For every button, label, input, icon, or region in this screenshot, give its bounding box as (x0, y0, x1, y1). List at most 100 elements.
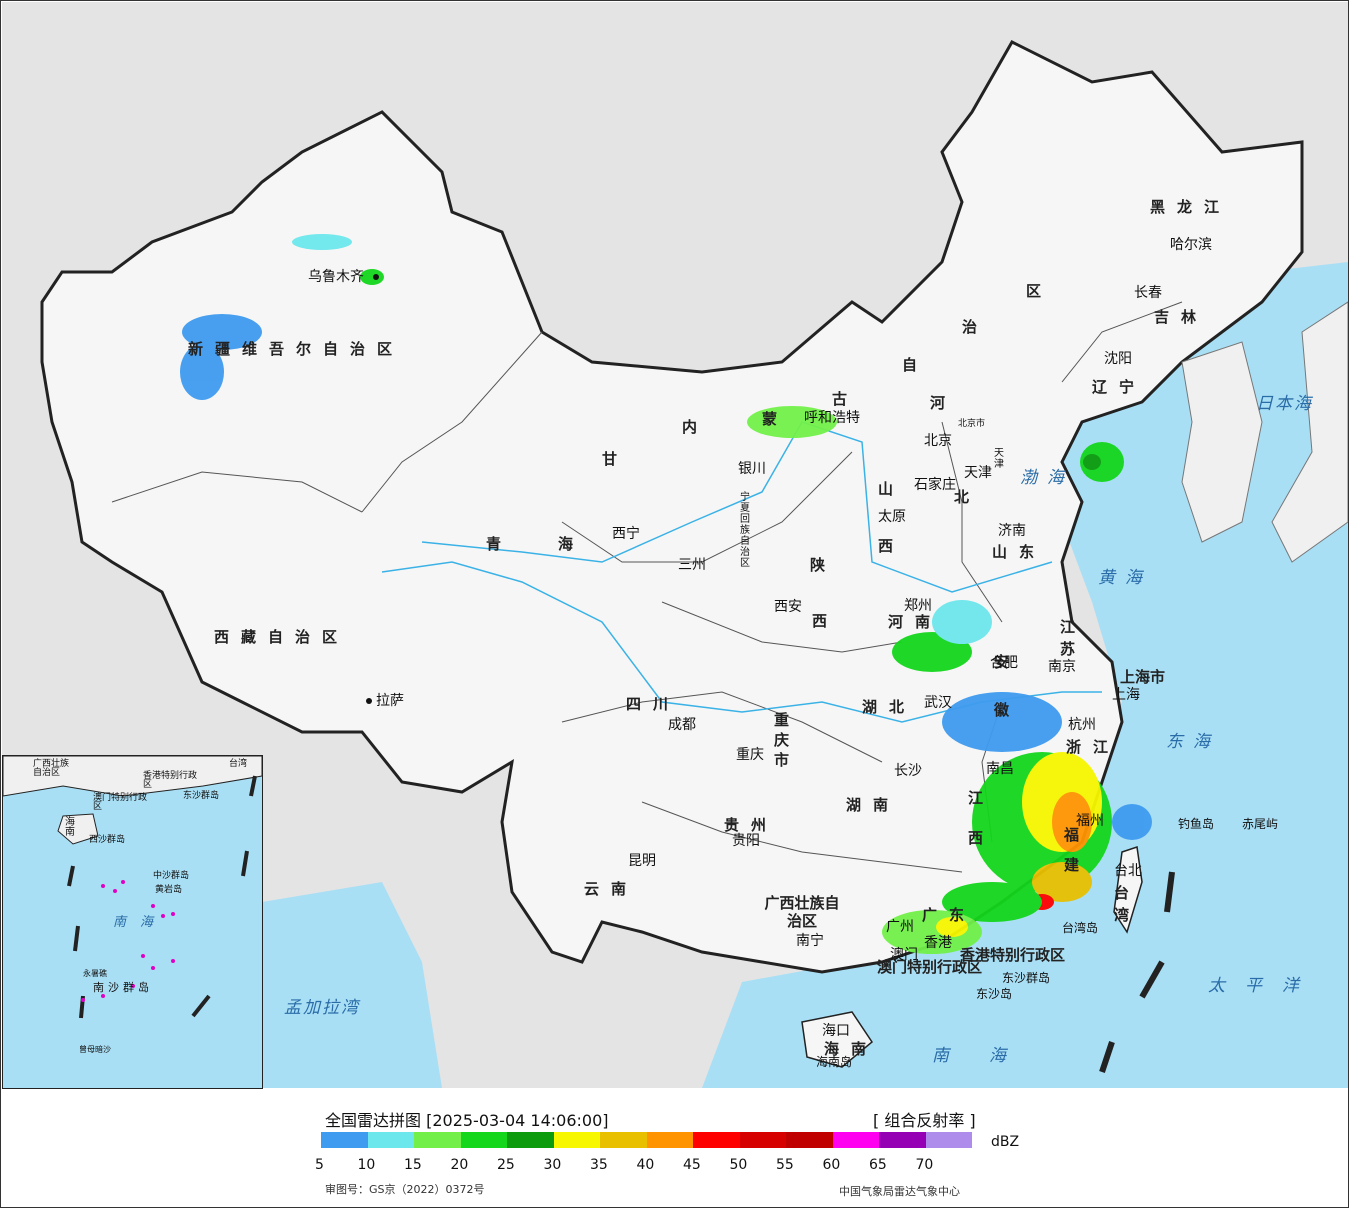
color-swatch (553, 1132, 600, 1148)
bay-of-bengal (262, 882, 442, 1088)
city-lhasa: 拉萨 (376, 693, 404, 709)
map-canvas (40, 40, 1348, 1088)
color-swatch (786, 1132, 833, 1148)
province-ningxia: 宁夏回族自治区 (740, 492, 750, 569)
legend-title: 全国雷达拼图 [2025-03-04 14:06:00] (325, 1111, 609, 1130)
province-shaanxi-2: 西 (812, 612, 828, 630)
agency-name: 中国气象局雷达气象中心 (839, 1185, 960, 1198)
city-chengdu: 成都 (668, 717, 696, 733)
hainan-land (801, 1011, 873, 1068)
province-neimeng-1: 内 (682, 418, 698, 436)
province-neimeng-4: 自 (902, 356, 918, 374)
city-lanzhou: 三州 (678, 557, 706, 573)
tick-label: 35 (590, 1157, 608, 1173)
tick-label: 65 (869, 1157, 887, 1173)
city-macau: 澳门 (890, 947, 918, 963)
province-neimeng-3: 古 (832, 390, 848, 408)
city-yinchuan: 银川 (738, 461, 766, 477)
city-nanchang: 南昌 (986, 761, 1014, 777)
city-haikou: 海口 (822, 1023, 850, 1039)
city-marker (373, 274, 379, 280)
sea-bohai: 渤海 (1020, 468, 1074, 488)
tick-label: 20 (450, 1157, 469, 1173)
tick-label: 50 (729, 1157, 748, 1173)
color-swatch (321, 1132, 368, 1148)
city-urumqi: 乌鲁木齐 (308, 269, 364, 285)
japan-land (1271, 301, 1348, 563)
city-hangzhou: 杭州 (1068, 717, 1096, 733)
tick-label: 15 (404, 1157, 422, 1173)
province-chongqing: 重庆市 (774, 711, 790, 769)
sea-donghai: 东海 (1166, 732, 1220, 752)
inset-canvas (3, 756, 262, 1019)
province-yunnan: 云南 (584, 880, 639, 898)
city-beijingshi: 北京市 (958, 419, 986, 429)
province-xinjiang: 新疆维吾尔自治区 (188, 340, 405, 358)
province-hebei-1: 河 (930, 394, 946, 412)
inset-dongsha: 东沙群岛 (183, 791, 220, 801)
province-heilongjiang: 黑龙江 (1150, 198, 1232, 216)
city-jinan: 济南 (998, 523, 1026, 539)
sea-taipingyang: 太平洋 (1208, 976, 1319, 996)
province-taiwan: 台湾 (1114, 884, 1130, 924)
nine-dash-lines (1099, 871, 1175, 1073)
taiwan-land (1113, 846, 1143, 934)
province-zhejiang: 浙江 (1066, 738, 1121, 756)
province-borders (111, 301, 1183, 873)
province-shanghai: 上海市 (1120, 668, 1166, 686)
sea-nanhai: 南海 (932, 1046, 1046, 1066)
province-neimeng-5: 治 (962, 318, 978, 336)
city-kunming: 昆明 (628, 853, 656, 869)
city-zhengzhou: 郑州 (904, 598, 932, 614)
province-jilin: 吉林 (1154, 308, 1209, 326)
inset-zengmu: 曾母暗沙 (79, 1045, 111, 1054)
island-taiwan: 台湾岛 (1062, 921, 1099, 935)
province-sichuan: 四川 (626, 695, 681, 713)
color-swatch (693, 1132, 740, 1148)
inset-hk: 香港特别行政区 (143, 771, 198, 790)
city-nanning: 南宁 (796, 933, 824, 949)
city-changsha: 长沙 (894, 763, 922, 779)
color-scale (321, 1132, 972, 1148)
inset-huangyan: 黄岩岛 (155, 885, 183, 895)
city-hohhot: 呼和浩特 (804, 410, 860, 426)
color-swatch (367, 1132, 414, 1148)
province-macau: 澳门特别行政区 (877, 958, 983, 976)
province-shandong: 山东 (992, 543, 1047, 561)
city-xining: 西宁 (612, 526, 640, 542)
province-jiangxi: 江西 (968, 789, 984, 847)
province-shanxi-1: 山 (878, 480, 894, 498)
color-swatch (879, 1132, 926, 1148)
tick-label: 10 (357, 1157, 376, 1173)
province-hainan: 海南 (824, 1040, 879, 1058)
legend-product: [ 组合反射率 ] (873, 1111, 976, 1130)
review-number: 审图号：GS京（2022）0372号 (325, 1183, 485, 1196)
inset-taiwan: 台湾 (229, 759, 248, 769)
city-hongkong: 香港 (924, 935, 952, 951)
inset-macau: 澳门特别行政区 (93, 793, 148, 812)
tick-label: 25 (497, 1157, 515, 1173)
city-wuhan: 武汉 (924, 695, 952, 711)
city-taibei: 台北 (1114, 863, 1142, 879)
city-harbin: 哈尔滨 (1170, 237, 1212, 253)
province-jiangsu: 江苏 (1060, 618, 1076, 658)
province-qinghai-1: 青 (486, 535, 502, 553)
inset-hainan: 海南 (65, 817, 75, 838)
province-guizhou: 贵州 (724, 816, 779, 834)
tick-label: 40 (636, 1157, 655, 1173)
province-fujian: 福建 (1064, 826, 1080, 874)
city-beijing: 北京 (924, 433, 952, 449)
city-changchun: 长春 (1134, 285, 1162, 301)
radar-echoes (180, 234, 1152, 954)
province-guangxi: 广西壮族自治区 (764, 894, 840, 930)
color-swatch (414, 1132, 461, 1148)
radar-map[interactable]: 新疆维吾尔自治区 西藏自治区 青 海 甘 内 蒙 古 自 治 区 黑龙江 吉林 … (2, 2, 1348, 1088)
island-chiwei: 赤尾屿 (1242, 817, 1279, 831)
city-guangzhou: 广州 (886, 919, 914, 935)
city-shenyang: 沈阳 (1104, 351, 1132, 367)
tick-label: 60 (822, 1157, 841, 1173)
inset-nansha: 南沙群岛 (93, 981, 153, 994)
city-chongqing-city: 重庆 (736, 747, 764, 763)
city-shanghai: 上海 (1112, 687, 1140, 703)
inset-yongshu: 永暑礁 (83, 969, 107, 978)
